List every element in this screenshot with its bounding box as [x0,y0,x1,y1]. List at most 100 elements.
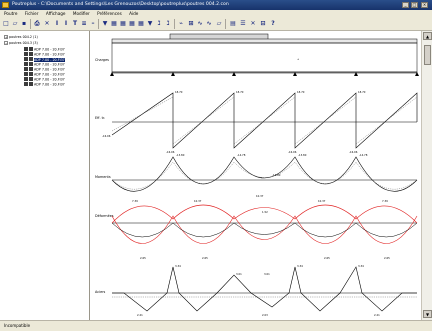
beam-icon [24,57,28,61]
app-icon [2,2,9,8]
support-icon [293,72,297,76]
moment-value: -13.80 [176,153,185,157]
shear-value: -16.06 [166,150,175,154]
deflection-label: Déformées [95,214,114,218]
wave-icon[interactable]: ∿ [197,20,203,27]
toolbar-separator [174,19,175,29]
section-t-icon[interactable]: T [72,20,78,27]
new-icon[interactable]: □ [3,20,9,27]
support-icon [415,72,419,76]
chart-icon[interactable]: ⌁ [179,20,183,27]
steel-value: 3.01 [236,272,242,276]
load-icon[interactable]: ▼ [102,20,108,27]
tree-item[interactable]: ADP 7.00 - 20.FI37 [24,77,65,82]
zoom2-icon[interactable]: ℷ [166,20,170,27]
tree-item[interactable]: ADP 7.00 - 20.FI37 [24,47,65,52]
tree-item[interactable]: −poutres 004.3 (3) [4,41,38,45]
menu-poutre[interactable]: Poutre [4,11,18,16]
menu-modifier[interactable]: Modifier [72,11,90,16]
beam-icon [24,67,28,71]
moments-curve [111,156,418,192]
dash-icon[interactable]: – [91,20,95,27]
toolbar: □ ▱ ▪ ⎙ ✕ I I T ≡ – ▼ ▦ ▦ ▦ ▦ ▼ ℷ ℷ ⌁ ⊞ … [0,18,432,31]
deflection-envelope [111,215,418,244]
maximize-button[interactable]: □ [411,2,418,8]
beam-icon [29,77,33,81]
moment-value: -14.78 [237,153,246,157]
beam-icon [24,82,28,86]
tree-item[interactable]: +poutres 004.2 (1) [4,35,38,39]
wave2-icon[interactable]: ∿ [206,20,212,27]
moment-value: -13.80 [298,153,307,157]
shear-value: 18.70 [236,90,244,94]
help-icon[interactable]: ? [271,20,275,27]
shear-value: -16.06 [288,150,297,154]
beam-icon [29,82,33,86]
tree-item[interactable]: ADP 7.00 - 20.FI37 [24,62,65,67]
list-icon[interactable]: ☰ [240,20,246,27]
menu-affichage[interactable]: Affichage [45,11,66,16]
split-icon[interactable]: ⊟ [260,20,266,27]
deflection-value: 2.65 [384,256,390,260]
filter-icon[interactable]: ▼ [147,20,153,27]
moment-value: 10.37 [318,199,326,203]
beam-icon [29,47,33,51]
minimize-button[interactable]: _ [402,2,409,8]
toolbar-separator [225,19,226,29]
scroll-thumb[interactable] [424,45,431,65]
moments-label: Moments [95,175,111,179]
shear-value: 18.70 [297,90,305,94]
zoom-icon[interactable]: ℷ [157,20,161,27]
beam-icon [24,52,28,56]
shear-curve [111,92,418,149]
support-icon [171,72,175,76]
moments-section: Moments -13.80 -14.78 -13.80 -14.78 -13.… [95,153,418,203]
charges-label: Charges [95,58,109,62]
tree-item[interactable]: ADP 7.00 - 20.FI37 [24,67,65,72]
tree-item-selected[interactable]: ADP 7.00 - 20.FI37 [24,57,65,62]
delete-icon[interactable]: ✕ [44,20,50,27]
menu-fichier[interactable]: Fichier [24,11,39,16]
grid2-icon[interactable]: ▦ [120,20,126,27]
steel-value: 3.34 [175,264,181,268]
menu-preferences[interactable]: Préférences [97,11,122,16]
steel-label: Aciers [95,290,106,294]
moment-value: 10.37 [194,199,202,203]
scroll-down-icon[interactable]: ▼ [423,310,432,318]
shear-value: -16.06 [349,150,358,154]
grid4-icon[interactable]: ▦ [138,20,144,27]
moment-value: -13.80 [272,173,281,177]
section-i2-icon[interactable]: I [64,20,68,27]
moment-value: 7.39 [382,199,388,203]
scroll-up-icon[interactable]: ▲ [423,32,432,40]
section-i-icon[interactable]: I [55,20,59,27]
menu-aide[interactable]: Aide [129,11,139,16]
print-icon[interactable]: ⎙ [34,20,40,27]
close-button[interactable]: × [421,2,428,8]
diagram-icon[interactable]: ⏥ [216,20,222,27]
window-title: Poutreplus - C:\Documents and Settings\L… [12,2,229,7]
tree-item[interactable]: ADP 7.00 - 20.FI37 [24,82,65,87]
steel-value: 2.03 [262,313,268,317]
beam-icon [29,52,33,56]
grid3-icon[interactable]: ▦ [129,20,135,27]
table-icon[interactable]: ▤ [230,20,236,27]
graph-icon[interactable]: ⊞ [188,20,194,27]
shear-value: 18.70 [358,90,366,94]
deflection-value: 2.65 [202,256,208,260]
cross-icon[interactable]: ✕ [250,20,256,27]
menu-bar: Poutre Fichier Affichage Modifier Préfér… [0,10,432,18]
save-icon[interactable]: ▪ [21,20,27,27]
vertical-scrollbar[interactable]: ▲ ▼ [421,31,432,320]
align-icon[interactable]: ≡ [81,20,87,27]
tree-item[interactable]: ADP 7.00 - 20.FI37 [24,52,65,57]
open-icon[interactable]: ▱ [12,20,18,27]
beam-icon [24,62,28,66]
beam-diagram-canvas[interactable]: Charges + Eff. tr. 18.70 -16.06 18.70 -1… [92,31,420,320]
beam-icon [24,72,28,76]
shear-label: Eff. tr. [95,116,105,120]
deflection-value: 2.65 [324,256,330,260]
tree-item[interactable]: ADP 7.00 - 20.FI37 [24,72,65,77]
shear-value: -16.06 [102,134,111,138]
grid-icon[interactable]: ▦ [111,20,117,27]
